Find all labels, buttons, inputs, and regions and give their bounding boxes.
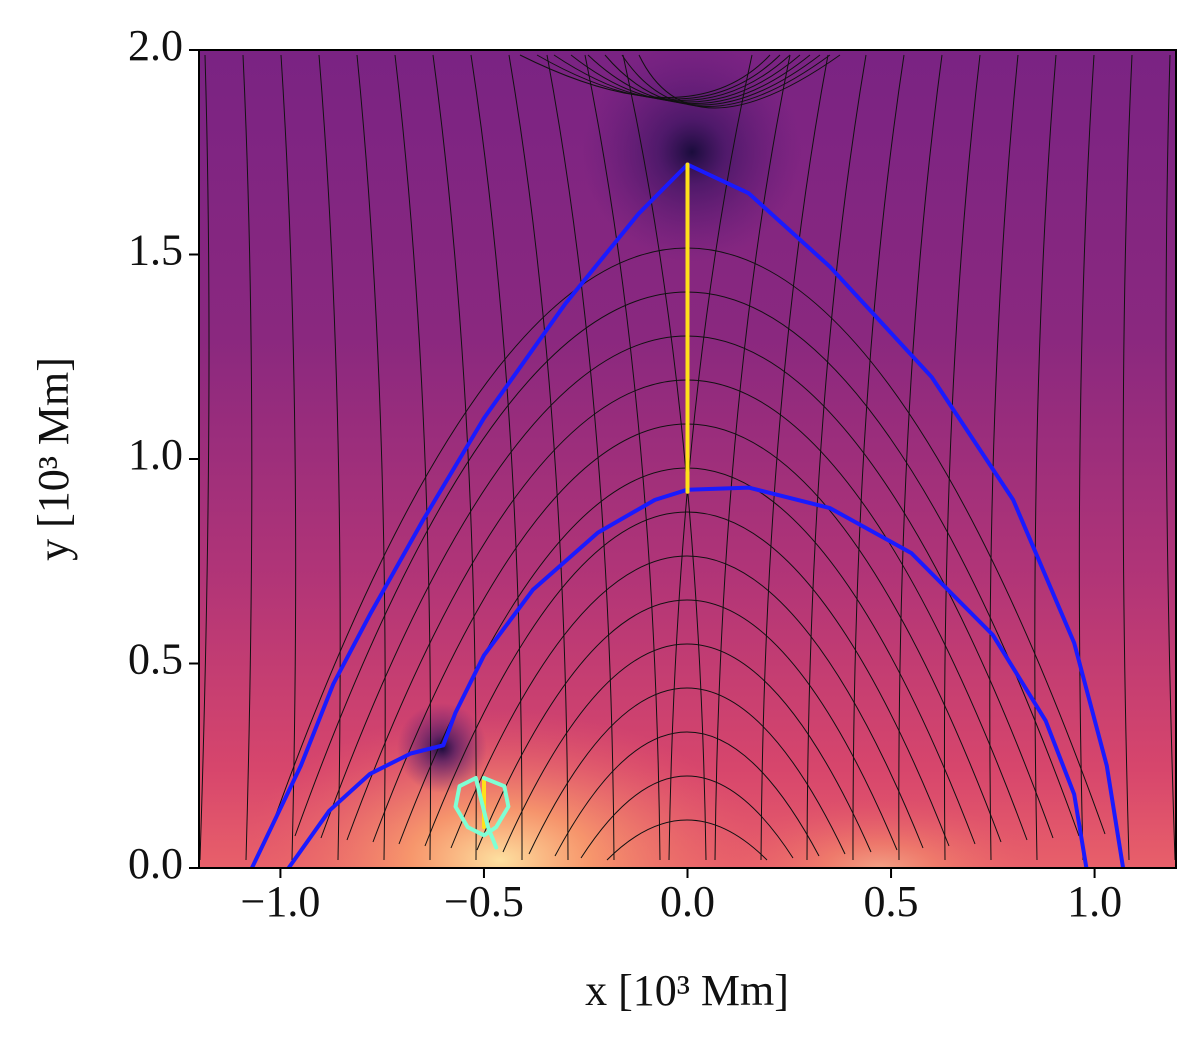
streamline — [546, 54, 615, 861]
streamline — [604, 54, 821, 106]
streamline — [570, 54, 801, 103]
x-tick-label: −0.5 — [444, 877, 524, 926]
streamline — [714, 54, 791, 861]
streamline — [476, 599, 898, 851]
streamline — [606, 819, 768, 861]
streamline — [318, 54, 341, 861]
x-tick-label: 0.5 — [864, 877, 919, 926]
streamline — [536, 54, 781, 100]
streamline — [528, 687, 846, 855]
streamline — [470, 54, 523, 861]
glow — [720, 798, 1040, 868]
streamline — [394, 54, 432, 861]
streamline — [1122, 54, 1133, 861]
streamline — [554, 731, 820, 857]
streamline — [356, 54, 386, 861]
x-tick-label: 0.0 — [660, 877, 715, 926]
y-tick-label: 1.0 — [128, 430, 183, 479]
streamline — [852, 54, 905, 861]
streamline — [1034, 54, 1057, 861]
y-tick-label: 0.0 — [128, 839, 183, 888]
y-tick-label: 0.5 — [128, 635, 183, 684]
null-point — [397, 703, 487, 793]
streamline — [502, 643, 872, 853]
plot-area — [199, 50, 1176, 868]
streamline — [580, 775, 794, 859]
x-axis-label: x [10³ Mm] — [585, 966, 789, 1015]
field-line — [249, 162, 1126, 868]
streamline — [622, 54, 707, 861]
streamline — [432, 54, 477, 861]
glow — [240, 710, 760, 868]
streamline — [242, 54, 253, 861]
streamline — [199, 54, 210, 861]
y-tick-label: 1.5 — [128, 226, 183, 275]
x-tick-label: 1.0 — [1067, 877, 1122, 926]
field-line — [453, 776, 511, 850]
streamline — [1078, 54, 1095, 861]
streamline — [806, 54, 867, 861]
streamline — [424, 511, 950, 847]
streamline — [898, 54, 943, 861]
field-line — [286, 485, 1089, 868]
field-lines — [249, 162, 1126, 868]
streamline — [760, 54, 829, 861]
y-axis-label: y [10³ Mm] — [29, 357, 78, 561]
streamline — [508, 54, 569, 861]
streamline — [943, 54, 981, 861]
streamline — [280, 54, 297, 861]
streamline — [668, 54, 753, 861]
streamline — [1165, 54, 1176, 861]
streamline — [989, 54, 1019, 861]
streamline — [621, 54, 831, 107]
streamline — [638, 54, 841, 109]
y-tick-label: 2.0 — [128, 21, 183, 70]
x-tick-label: −1.0 — [241, 877, 321, 926]
streamline — [587, 54, 811, 104]
streamline — [584, 54, 661, 861]
